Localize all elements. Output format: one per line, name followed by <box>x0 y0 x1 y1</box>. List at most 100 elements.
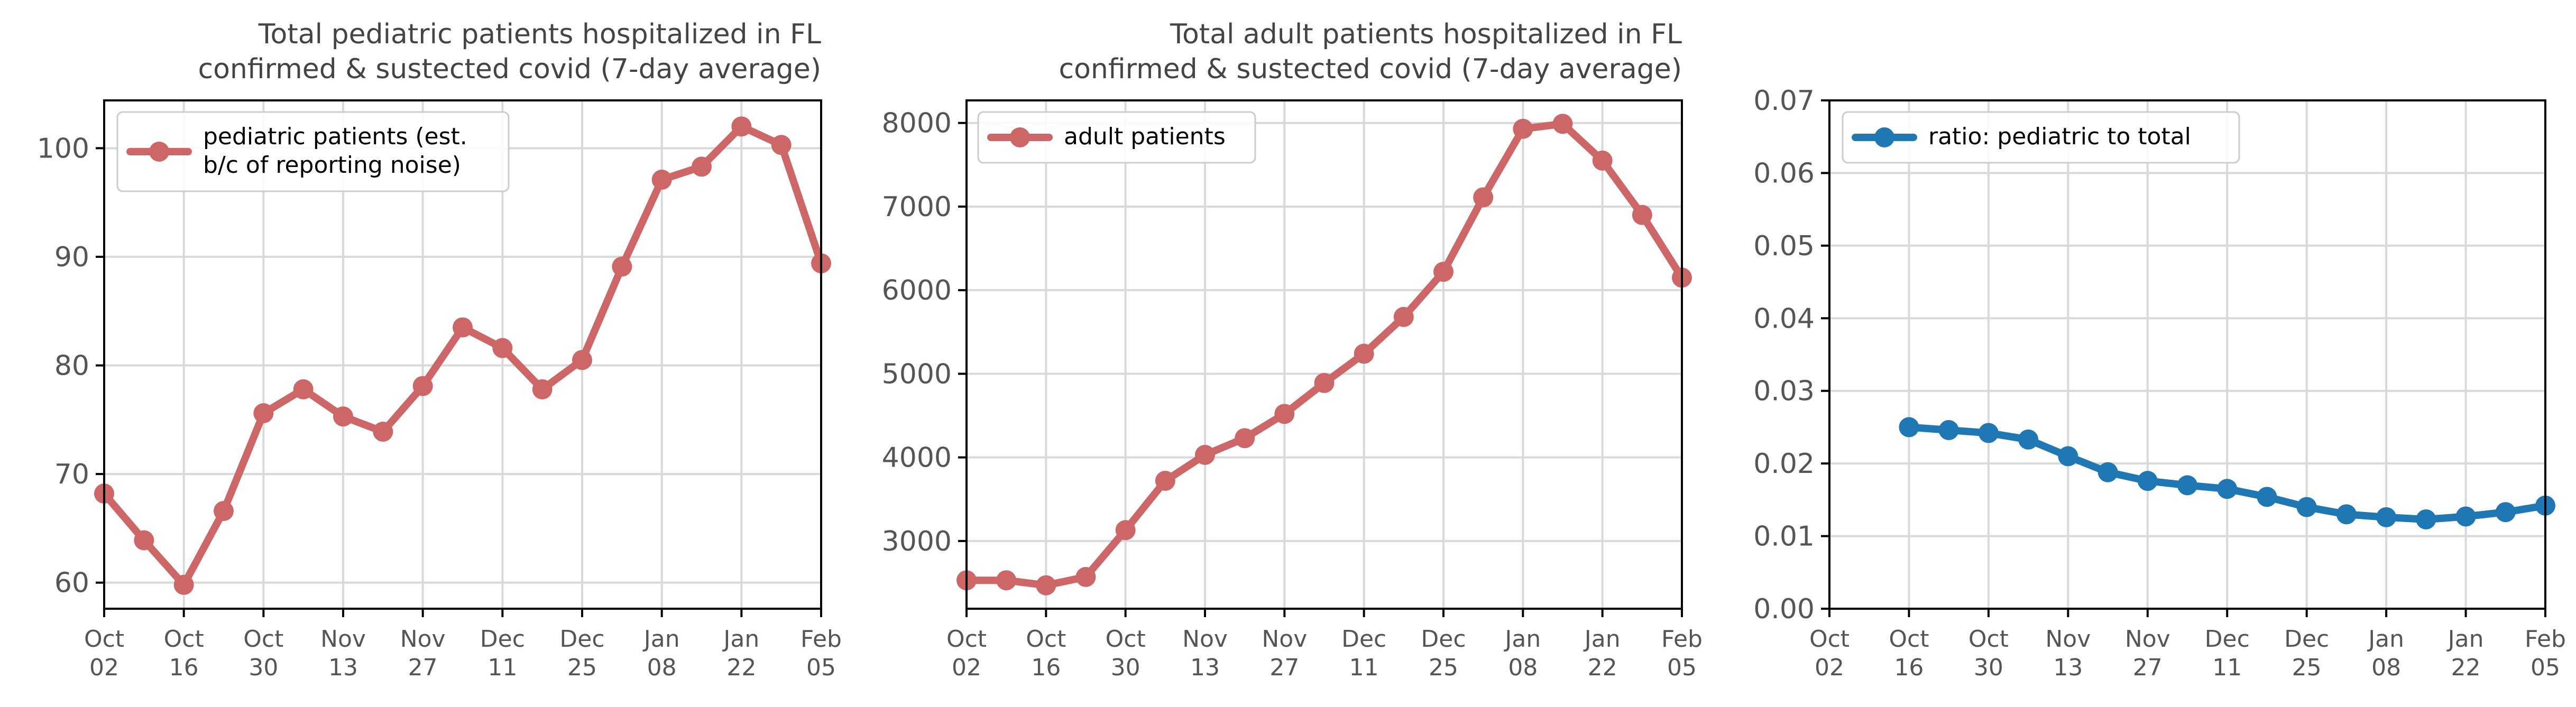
y-tick-label: 70 <box>54 459 89 490</box>
data-point <box>996 570 1017 591</box>
x-tick-label-month: Oct <box>84 626 124 653</box>
x-tick-label-month: Jan <box>1503 626 1541 653</box>
data-point <box>373 421 393 442</box>
data-point <box>1235 428 1255 449</box>
axes-frame <box>965 99 1683 610</box>
x-tick-label-month: Nov <box>2045 626 2091 653</box>
chart-title-line2: confirmed & sustected covid (7-day avera… <box>198 53 821 85</box>
pediatric-chart: 60708090100Oct02Oct16Oct30Nov13Nov27Dec1… <box>37 18 842 681</box>
x-tick-label-day: 05 <box>806 654 836 681</box>
x-tick-label-day: 08 <box>2371 654 2401 681</box>
data-point <box>2177 475 2197 496</box>
x-tick-label-day: 27 <box>1269 654 1299 681</box>
x-tick-label-day: 22 <box>726 654 756 681</box>
data-point <box>1115 520 1136 541</box>
y-tick-label: 8000 <box>882 108 952 139</box>
x-tick-label-day: 02 <box>89 654 119 681</box>
data-point <box>1354 343 1374 364</box>
x-tick-label-month: Jan <box>2367 626 2404 653</box>
x-tick-label-month: Nov <box>1182 626 1228 653</box>
x-tick-label-day: 25 <box>567 654 597 681</box>
x-tick-label-day: 22 <box>2451 654 2481 681</box>
data-point <box>214 501 234 521</box>
x-tick-label-day: 27 <box>2133 654 2163 681</box>
y-tick-label: 80 <box>54 350 89 382</box>
data-point <box>134 530 154 551</box>
series-line <box>100 123 825 589</box>
legend-label: b/c of reporting noise) <box>203 152 461 179</box>
data-point <box>293 379 314 399</box>
data-point <box>572 350 592 370</box>
y-tick-label: 100 <box>37 133 89 164</box>
x-tick-label-month: Jan <box>1583 626 1621 653</box>
x-tick-label-month: Dec <box>1341 626 1386 653</box>
x-tick-label-day: 30 <box>1111 654 1140 681</box>
data-point <box>1274 404 1295 424</box>
data-point <box>333 406 353 427</box>
x-tick-label-month: Oct <box>1026 626 1066 653</box>
x-tick-label-day: 22 <box>1588 654 1617 681</box>
data-point <box>1552 114 1573 134</box>
data-point <box>2495 502 2516 523</box>
x-tick-label-day: 02 <box>952 654 981 681</box>
data-point <box>1036 575 1056 596</box>
x-tick-label-month: Dec <box>2205 626 2250 653</box>
chart-title-line1: Total pediatric patients hospitalized in… <box>258 18 821 50</box>
x-tick-label-day: 05 <box>2531 654 2560 681</box>
x-tick-label-day: 16 <box>1894 654 1924 681</box>
x-tick-label-month: Jan <box>2446 626 2484 653</box>
x-tick-label-month: Jan <box>642 626 680 653</box>
x-tick-label-month: Jan <box>722 626 759 653</box>
data-point <box>1433 262 1453 282</box>
y-tick-label: 0.02 <box>1753 448 1815 480</box>
legend-swatch-marker <box>149 142 169 162</box>
data-point <box>771 135 792 155</box>
data-point <box>1155 470 1175 491</box>
x-tick-label-month: Feb <box>2525 626 2566 653</box>
data-point <box>692 156 712 177</box>
data-point <box>492 338 513 358</box>
data-point <box>2416 509 2436 529</box>
legend-box <box>116 111 510 192</box>
x-tick-label-month: Dec <box>480 626 525 653</box>
x-tick-label-day: 11 <box>487 654 517 681</box>
data-point <box>1978 423 1999 443</box>
y-tick-label: 0.06 <box>1753 157 1815 189</box>
x-tick-label-day: 30 <box>1974 654 2003 681</box>
y-tick-label: 5000 <box>882 358 952 390</box>
chart-title-line1: Total adult patients hospitalized in FL <box>1170 18 1682 50</box>
legend-swatch-marker <box>1010 127 1030 147</box>
x-tick-label-month: Dec <box>2284 626 2329 653</box>
data-point <box>1938 420 1959 440</box>
x-tick-label-month: Feb <box>801 626 842 653</box>
data-point <box>1632 204 1652 225</box>
x-tick-label-month: Oct <box>946 626 987 653</box>
data-point <box>1314 373 1335 393</box>
y-tick-label: 0.07 <box>1753 85 1815 117</box>
data-point <box>453 317 473 338</box>
x-tick-label-day: 08 <box>647 654 677 681</box>
ratio-chart: 0.000.010.020.030.040.050.060.07Oct02Oct… <box>1753 85 2566 681</box>
y-tick-label: 90 <box>54 241 89 273</box>
data-point <box>731 116 752 137</box>
x-tick-label-day: 11 <box>1349 654 1379 681</box>
data-point <box>612 256 632 277</box>
x-tick-label-day: 27 <box>408 654 438 681</box>
y-tick-label: 0.01 <box>1753 521 1815 553</box>
data-point <box>2217 479 2238 499</box>
x-tick-label-day: 30 <box>249 654 278 681</box>
x-tick-label-month: Oct <box>1809 626 1850 653</box>
chart-title-line2: confirmed & sustected covid (7-day avera… <box>1059 53 1682 85</box>
data-point <box>2058 446 2078 467</box>
data-point <box>1393 306 1414 327</box>
series-line <box>963 120 1686 589</box>
x-tick-label-month: Dec <box>559 626 604 653</box>
data-point <box>1075 566 1096 587</box>
y-tick-label: 4000 <box>882 442 952 474</box>
x-tick-label-day: 16 <box>169 654 199 681</box>
data-point <box>1513 118 1533 139</box>
data-point <box>532 379 553 399</box>
data-point <box>2018 429 2039 450</box>
data-point <box>2097 462 2118 482</box>
